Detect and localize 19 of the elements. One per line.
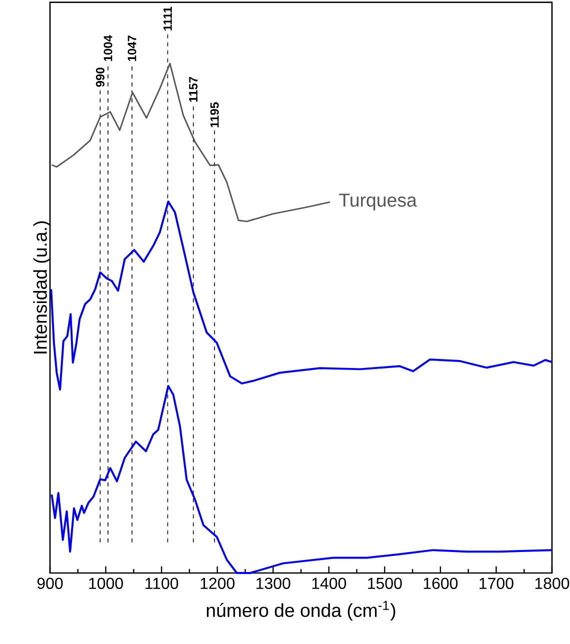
x-tick-label: 1600 xyxy=(424,578,458,590)
x-tick-label: 1200 xyxy=(200,578,234,590)
x-tick-label: 1000 xyxy=(89,578,123,590)
x-axis-title: número de onda (cm$^{-1}$) xyxy=(206,600,396,621)
x-tick-label: 1700 xyxy=(480,578,514,590)
ref-line-label: 1047 xyxy=(128,36,136,61)
ref-line-label: 1004 xyxy=(104,35,112,61)
ref-line-label: 990 xyxy=(96,68,104,87)
x-tick-label: 1800 xyxy=(535,578,570,590)
y-axis-title: Intensidad (u.a.) xyxy=(33,221,51,354)
x-tick-label: 1100 xyxy=(146,578,178,590)
ref-line-label: 1111 xyxy=(164,6,172,30)
x-tick-label: 1400 xyxy=(312,578,346,590)
series-label: Turquesa xyxy=(339,194,417,210)
x-tick-label: 1500 xyxy=(368,578,402,590)
ref-line-label: 1157 xyxy=(189,77,198,102)
ref-line-label: 1195 xyxy=(210,102,219,128)
x-tick-label: 1300 xyxy=(256,578,290,590)
x-tick-label: 900 xyxy=(37,578,63,590)
